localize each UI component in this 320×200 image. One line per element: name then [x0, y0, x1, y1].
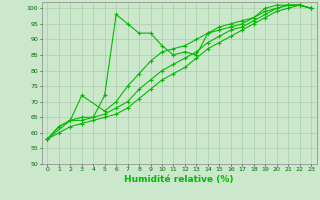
X-axis label: Humidité relative (%): Humidité relative (%) — [124, 175, 234, 184]
